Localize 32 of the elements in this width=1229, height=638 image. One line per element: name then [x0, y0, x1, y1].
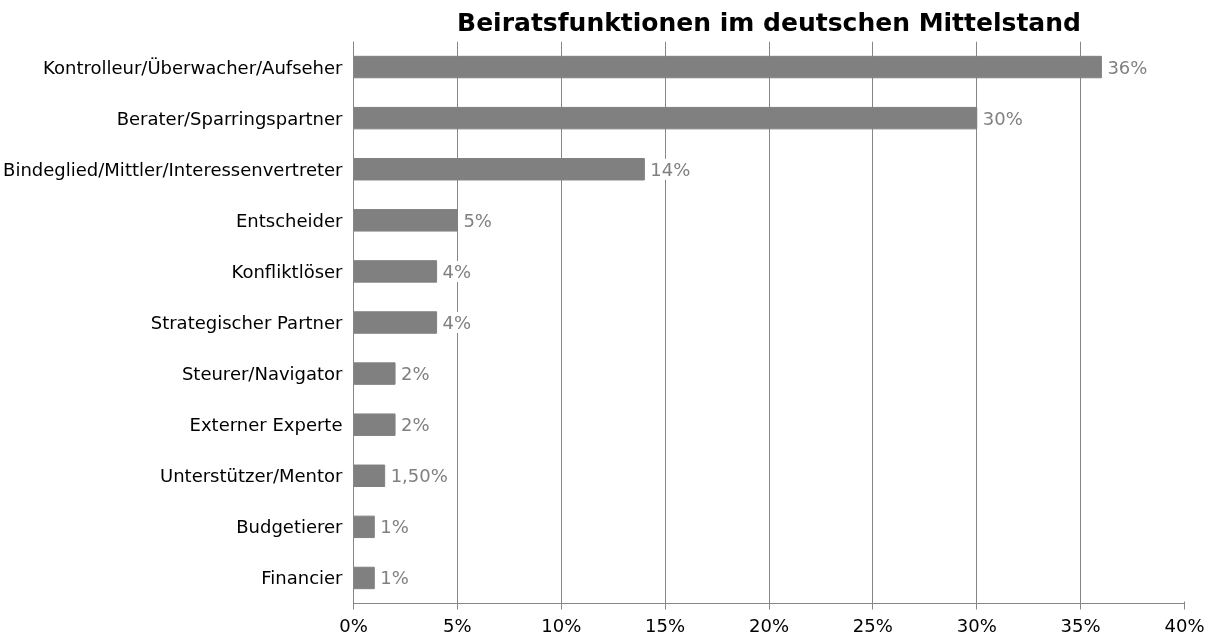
y-tick-label: Kontrolleur/Überwacher/Aufseher	[43, 56, 344, 78]
data-label: 1,50%	[390, 465, 448, 487]
data-label: 4%	[442, 312, 472, 333]
data-label: 2%	[401, 414, 430, 436]
y-tick-label: Budgetierer	[236, 516, 344, 538]
x-tick-label: 35%	[1060, 614, 1101, 636]
data-label: 1%	[380, 567, 409, 589]
data-label: 2%	[401, 363, 430, 385]
data-label: 36%	[1107, 56, 1148, 78]
data-label: 5%	[463, 209, 492, 231]
y-tick-label: Financier	[261, 567, 344, 589]
y-tick-label: Steurer/Navigator	[181, 363, 344, 385]
y-tick-label: Strategischer Partner	[150, 312, 344, 333]
x-tick-label: 0%	[339, 614, 368, 636]
data-label: 4%	[442, 260, 472, 282]
x-tick-label: 30%	[956, 614, 997, 636]
data-label: 1%	[380, 516, 409, 538]
data-label: 30%	[982, 107, 1023, 129]
y-tick-label: Bindeglied/Mittler/Interessenvertreter	[3, 158, 344, 180]
y-tick-label: Unterstützer/Mentor	[160, 465, 344, 487]
data-label: 14%	[650, 158, 691, 180]
chart-title: Beiratsfunktionen im deutschen Mittelstand	[457, 7, 1081, 37]
x-tick-label: 20%	[749, 614, 790, 636]
y-tick-label: Entscheider	[236, 209, 344, 231]
x-tick-label: 40%	[1164, 614, 1205, 636]
y-tick-label: Berater/Sparringspartner	[116, 107, 344, 129]
y-tick-label: Konfliktlöser	[231, 260, 344, 282]
x-tick-label: 15%	[645, 614, 686, 636]
x-tick-label: 25%	[852, 614, 893, 636]
y-tick-label: Externer Experte	[189, 414, 343, 436]
x-tick-label: 10%	[541, 614, 582, 636]
x-tick-label: 5%	[443, 614, 472, 636]
